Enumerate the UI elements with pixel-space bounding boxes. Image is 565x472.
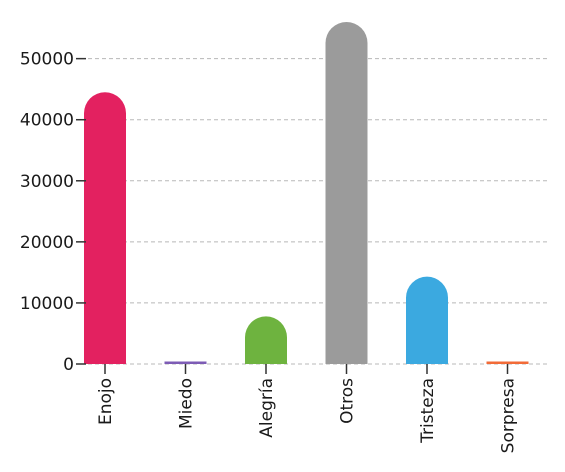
x-tick-label: Tristeza [418, 378, 438, 444]
y-tick-label: 20000 [20, 233, 74, 253]
y-tick-label: 10000 [20, 294, 74, 314]
bar-sorpresa [486, 361, 529, 364]
bar-otros [325, 22, 368, 365]
y-axis: 0 10000 20000 30000 40000 50000 [20, 50, 86, 375]
x-tick-label: Sorpresa [499, 378, 519, 453]
bars-layer [84, 22, 529, 365]
y-tick-label: 50000 [20, 50, 74, 70]
x-tick-label: Alegría [257, 378, 277, 438]
y-tick-label: 30000 [20, 172, 74, 192]
bar-enojo [84, 92, 126, 364]
bar-alegria [245, 316, 287, 364]
bar-miedo [164, 361, 207, 364]
x-tick-label: Otros [338, 378, 358, 424]
x-tick-label: Miedo [177, 378, 197, 429]
x-axis: Enojo Miedo Alegría Otros Tristeza Sorpresa [96, 364, 519, 453]
bar-tristeza [406, 276, 448, 364]
y-tick-label: 0 [63, 355, 74, 375]
grid-layer [88, 58, 550, 365]
y-tick-label: 40000 [20, 111, 74, 131]
x-tick-label: Enojo [96, 378, 116, 425]
